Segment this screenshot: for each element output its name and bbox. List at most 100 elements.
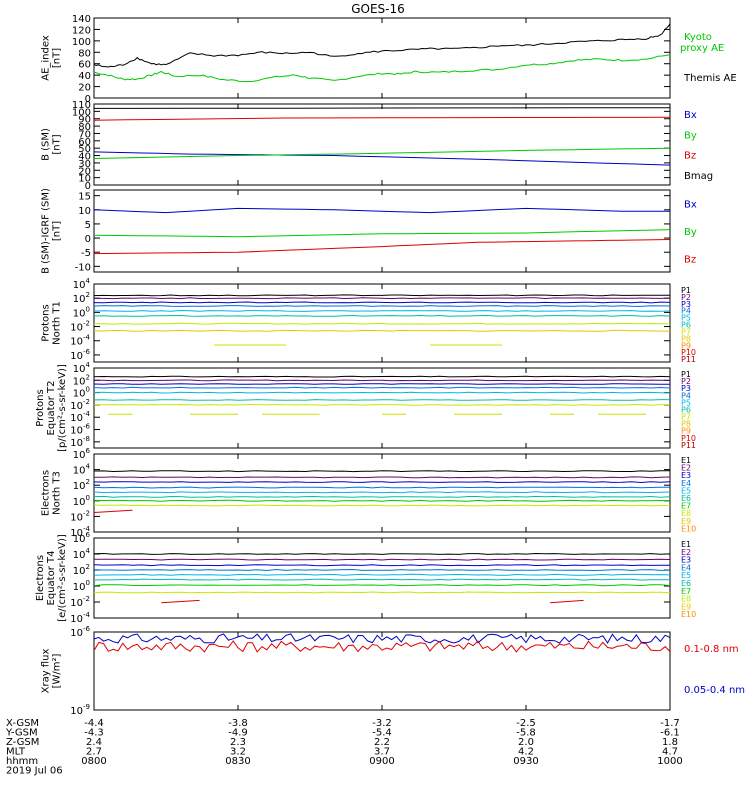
y-axis-label: Equator T2: [46, 381, 57, 436]
y-axis-label: North T3: [52, 471, 63, 515]
y-tick-label: 60: [78, 137, 91, 148]
legend-proxy-ae: proxy AE: [680, 43, 724, 54]
x-axis-value: 1.8: [662, 737, 678, 748]
tick-exponent: -6: [83, 423, 91, 431]
channel-legend-E6: E6: [681, 494, 691, 503]
tick-exponent: 2: [86, 291, 90, 299]
y-axis-label: Electrons: [41, 470, 52, 516]
channel-legend-E10: E10: [681, 524, 696, 533]
channel-legend-P8: P8: [681, 334, 691, 343]
y-axis-label: Electrons: [35, 555, 46, 601]
y-axis-label: Xray flux: [41, 649, 52, 694]
tick-exponent: -6: [83, 348, 91, 356]
series-line-bsm: [93, 151, 671, 166]
date-label: 2019 Jul 06: [6, 766, 63, 777]
channel-legend-P9: P9: [681, 427, 691, 436]
x-axis-value: -4.9: [228, 728, 248, 739]
y-tick-label: 100: [73, 305, 90, 319]
channel-legend-E5: E5: [681, 486, 691, 495]
x-axis-value: -6.1: [660, 728, 680, 739]
x-axis-value: -2.5: [516, 718, 536, 729]
channel-line-P3: [93, 301, 671, 304]
tick-exponent: 4: [86, 361, 91, 369]
x-axis-value: 2.2: [374, 737, 390, 748]
y-tick-label: 110: [72, 100, 91, 111]
y-tick-label: 104: [73, 277, 91, 291]
legend-xray-short: 0.05-0.4 nm: [684, 685, 745, 696]
tick-exponent: -4: [83, 410, 91, 418]
channel-segment: [161, 599, 200, 604]
channel-legend-P4: P4: [681, 307, 691, 316]
y-tick-label: 20: [78, 83, 91, 94]
x-axis-value: -5.4: [372, 728, 392, 739]
legend-bx: Bx: [684, 200, 697, 211]
y-tick-label: 102: [73, 563, 90, 577]
y-tick-label: 0: [85, 181, 91, 192]
channel-legend-P10: P10: [681, 434, 696, 443]
channel-legend-E1: E1: [681, 540, 691, 549]
channel-line-P2: [94, 297, 671, 300]
channel-legend-E7: E7: [681, 502, 691, 511]
channel-line-E3: [93, 481, 671, 484]
channel-legend-P5: P5: [681, 314, 691, 323]
legend-by: By: [684, 227, 697, 238]
legend-by: By: [684, 130, 697, 141]
y-axis-label: Protons: [41, 304, 52, 341]
y-axis-label: B (SM)-IGRF (SM): [41, 188, 52, 274]
y-tick-label: 50: [78, 144, 91, 155]
x-axis-value: 0900: [369, 756, 394, 767]
channel-legend-E10: E10: [681, 610, 696, 619]
channel-legend-E9: E9: [681, 602, 691, 611]
y-tick-label: 30: [78, 159, 91, 170]
y-tick-label: 10-4: [70, 611, 90, 625]
channel-legend-E4: E4: [681, 563, 691, 572]
plot-title: GOES-16: [351, 2, 405, 16]
tick-exponent: -9: [83, 703, 90, 711]
x-axis-value: 3.2: [230, 747, 246, 758]
x-axis-row-label: X-GSM: [6, 718, 39, 729]
y-axis-label: [p/(cm²-s-sr-keV)]: [57, 364, 68, 452]
y-tick-label: 90: [78, 115, 91, 126]
y-axis-label: B (SM): [41, 128, 52, 161]
y-tick-label: 10-6: [70, 625, 90, 639]
channel-legend-P2: P2: [681, 377, 691, 386]
y-axis-label: Equator T4: [46, 551, 57, 606]
x-axis-value: 0930: [513, 756, 538, 767]
channel-line-E7: [93, 499, 671, 502]
tick-exponent: -4: [83, 525, 91, 533]
tick-exponent: 4: [86, 463, 91, 471]
y-tick-label: -10: [75, 262, 91, 273]
channel-legend-P2: P2: [681, 293, 691, 302]
y-axis-label: [e/(cm²-s-sr-keV)]: [57, 534, 68, 622]
channel-legend-P11: P11: [681, 441, 696, 450]
channel-legend-P1: P1: [681, 286, 691, 295]
x-axis-value: 2.7: [86, 747, 102, 758]
channel-legend-E1: E1: [681, 456, 691, 465]
tick-exponent: 0: [86, 579, 90, 587]
series-line-xray: [93, 640, 671, 653]
y-tick-label: 140: [72, 14, 91, 25]
channel-line-P7: [94, 322, 671, 325]
x-axis-value: 0830: [225, 756, 250, 767]
x-axis-value: 1000: [657, 756, 682, 767]
channel-legend-P8: P8: [681, 420, 691, 429]
channel-legend-E5: E5: [681, 571, 691, 580]
tick-exponent: -4: [83, 611, 91, 619]
channel-legend-P7: P7: [681, 327, 691, 336]
x-axis-row-label: hhmm: [6, 756, 38, 767]
channel-line-E2: [93, 476, 671, 479]
x-axis-value: 0800: [81, 756, 106, 767]
series-line-ae: [93, 23, 671, 68]
tick-exponent: 4: [86, 547, 91, 555]
series-line-bigrf: [93, 207, 670, 214]
series-line-ae: [93, 54, 671, 83]
x-axis-row-label: MLT: [6, 747, 26, 758]
x-axis-value: -3.8: [228, 718, 248, 729]
channel-legend-P3: P3: [681, 384, 691, 393]
y-tick-label: 10-2: [70, 595, 90, 609]
channel-legend-E4: E4: [681, 479, 691, 488]
y-axis-label: [nT]: [52, 48, 63, 68]
channel-line-E6: [93, 578, 670, 581]
tick-exponent: 2: [86, 478, 90, 486]
